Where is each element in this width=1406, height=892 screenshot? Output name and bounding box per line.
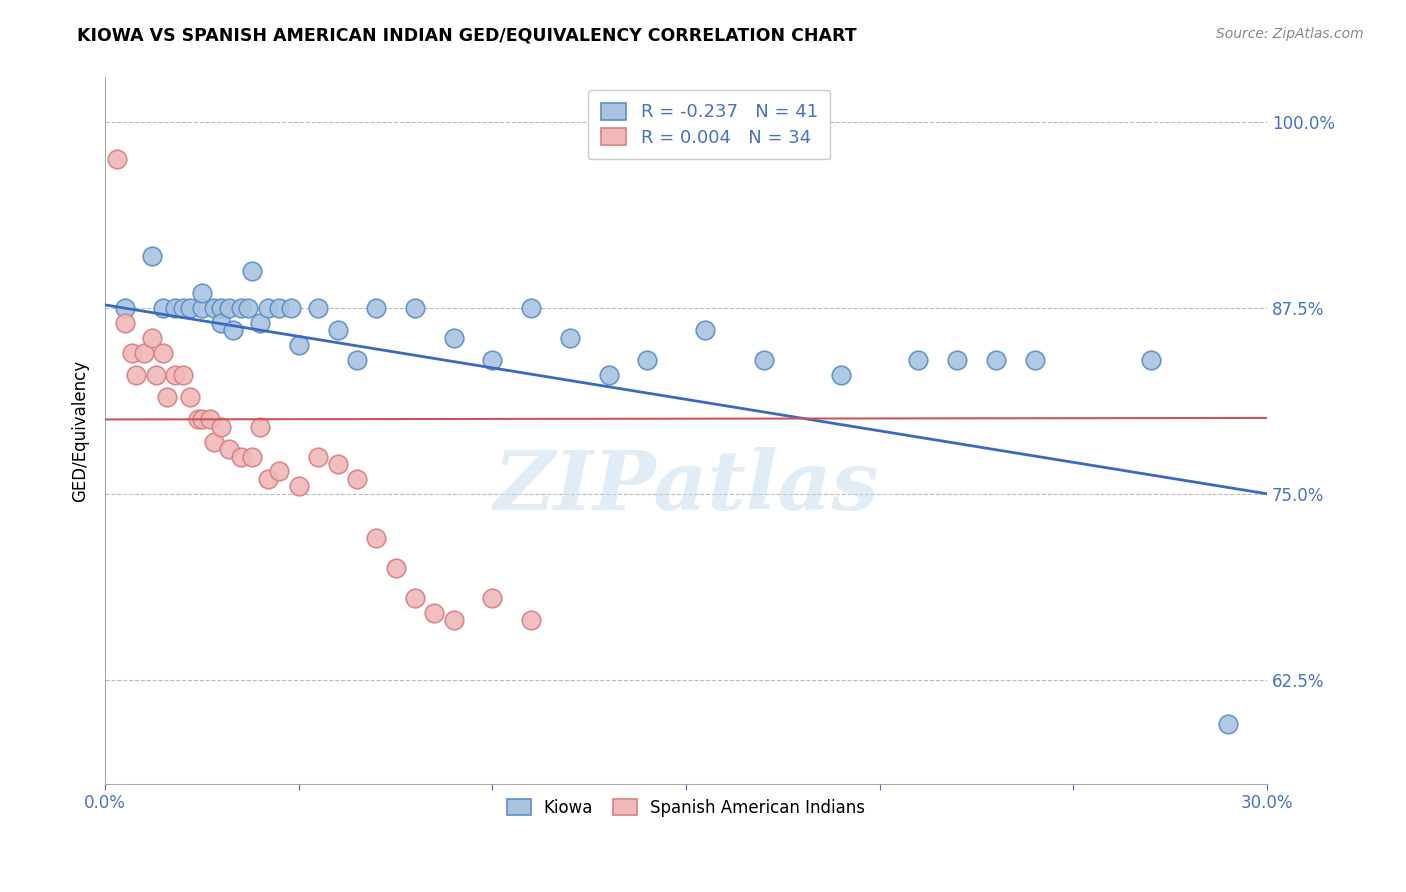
Point <box>202 301 225 315</box>
Point <box>307 301 329 315</box>
Point <box>179 301 201 315</box>
Point <box>222 323 245 337</box>
Point <box>202 434 225 449</box>
Point <box>209 301 232 315</box>
Point <box>269 465 291 479</box>
Point <box>218 442 240 457</box>
Point <box>105 152 128 166</box>
Point <box>907 353 929 368</box>
Point <box>481 353 503 368</box>
Point <box>326 457 349 471</box>
Point <box>240 264 263 278</box>
Point <box>1024 353 1046 368</box>
Point <box>249 316 271 330</box>
Point <box>288 338 311 352</box>
Point <box>481 591 503 605</box>
Point <box>695 323 717 337</box>
Point <box>984 353 1007 368</box>
Point <box>163 368 186 382</box>
Point <box>218 301 240 315</box>
Point <box>558 331 581 345</box>
Point <box>114 301 136 315</box>
Point <box>366 532 388 546</box>
Y-axis label: GED/Equivalency: GED/Equivalency <box>72 359 89 501</box>
Point <box>179 390 201 404</box>
Point <box>443 331 465 345</box>
Point <box>172 368 194 382</box>
Point <box>326 323 349 337</box>
Point <box>152 345 174 359</box>
Point <box>257 301 280 315</box>
Point <box>366 301 388 315</box>
Point <box>423 606 446 620</box>
Point <box>1218 717 1240 731</box>
Point <box>229 301 252 315</box>
Point <box>209 316 232 330</box>
Point <box>141 331 163 345</box>
Point <box>346 353 368 368</box>
Point <box>191 286 214 301</box>
Point <box>520 613 543 627</box>
Point <box>125 368 148 382</box>
Point <box>520 301 543 315</box>
Point <box>830 368 852 382</box>
Point <box>946 353 969 368</box>
Point <box>598 368 620 382</box>
Point <box>288 479 311 493</box>
Point <box>404 591 426 605</box>
Point <box>249 420 271 434</box>
Point <box>269 301 291 315</box>
Point <box>163 301 186 315</box>
Text: Source: ZipAtlas.com: Source: ZipAtlas.com <box>1216 27 1364 41</box>
Point <box>172 301 194 315</box>
Point <box>114 316 136 330</box>
Point <box>229 450 252 464</box>
Point <box>257 472 280 486</box>
Point <box>141 249 163 263</box>
Point <box>198 412 221 426</box>
Point <box>240 450 263 464</box>
Point <box>443 613 465 627</box>
Point <box>132 345 155 359</box>
Point <box>238 301 260 315</box>
Point <box>752 353 775 368</box>
Point <box>191 412 214 426</box>
Point <box>145 368 167 382</box>
Point <box>1139 353 1161 368</box>
Point <box>307 450 329 464</box>
Legend: Kiowa, Spanish American Indians: Kiowa, Spanish American Indians <box>499 790 873 825</box>
Point <box>156 390 179 404</box>
Point <box>384 561 406 575</box>
Text: ZIPatlas: ZIPatlas <box>494 447 879 527</box>
Point <box>636 353 658 368</box>
Point <box>280 301 302 315</box>
Text: KIOWA VS SPANISH AMERICAN INDIAN GED/EQUIVALENCY CORRELATION CHART: KIOWA VS SPANISH AMERICAN INDIAN GED/EQU… <box>77 27 856 45</box>
Point <box>187 412 209 426</box>
Point <box>346 472 368 486</box>
Point <box>209 420 232 434</box>
Point <box>191 301 214 315</box>
Point <box>121 345 143 359</box>
Point <box>152 301 174 315</box>
Point <box>404 301 426 315</box>
